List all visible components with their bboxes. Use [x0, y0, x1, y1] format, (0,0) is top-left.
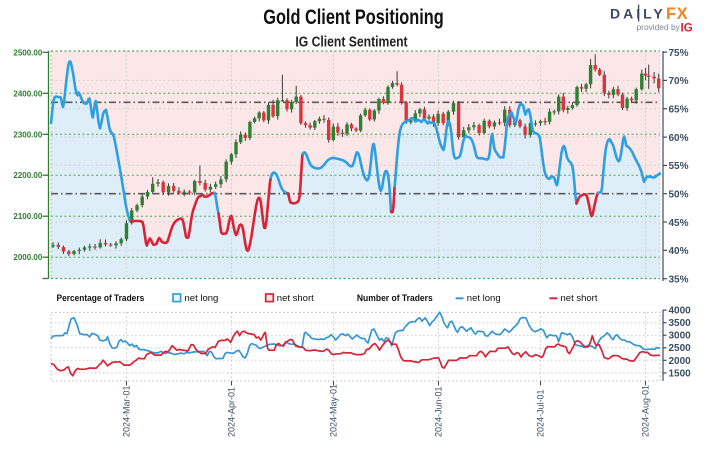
svg-text:net short: net short — [277, 293, 314, 304]
svg-text:50%: 50% — [669, 190, 689, 201]
svg-text:2200.00: 2200.00 — [13, 171, 42, 180]
svg-text:3000: 3000 — [669, 331, 692, 342]
svg-text:2000: 2000 — [669, 356, 692, 367]
svg-text:IG Client Sentiment: IG Client Sentiment — [295, 34, 408, 50]
svg-text:40%: 40% — [669, 246, 689, 257]
svg-text:2100.00: 2100.00 — [13, 212, 42, 221]
svg-text:75%: 75% — [669, 48, 689, 59]
svg-text:net long: net long — [467, 293, 501, 304]
svg-text:DAILY: DAILY — [610, 6, 666, 22]
svg-text:3500: 3500 — [669, 318, 692, 329]
svg-text:Percentage of Traders: Percentage of Traders — [57, 292, 145, 303]
svg-text:2024-Mar-01: 2024-Mar-01 — [122, 385, 132, 437]
svg-text:55%: 55% — [669, 161, 689, 172]
svg-text:2024-Jul-01: 2024-Jul-01 — [536, 389, 546, 437]
svg-text:2400.00: 2400.00 — [13, 89, 42, 98]
svg-text:2024-Aug-01: 2024-Aug-01 — [641, 385, 651, 437]
svg-text:net short: net short — [561, 293, 598, 304]
svg-text:35%: 35% — [669, 275, 689, 286]
svg-text:2300.00: 2300.00 — [13, 130, 42, 139]
svg-text:net long: net long — [185, 293, 219, 304]
svg-text:2024-Apr-01: 2024-Apr-01 — [227, 387, 237, 437]
svg-text:2500.00: 2500.00 — [13, 48, 42, 57]
svg-text:provided by: provided by — [637, 22, 681, 32]
svg-text:4000: 4000 — [669, 306, 692, 317]
svg-text:2500: 2500 — [669, 343, 692, 354]
svg-text:Gold Client Positioning: Gold Client Positioning — [263, 6, 443, 30]
svg-text:70%: 70% — [669, 76, 689, 87]
svg-text:1500: 1500 — [669, 368, 692, 379]
svg-text:FX: FX — [666, 5, 688, 23]
svg-text:45%: 45% — [669, 218, 689, 229]
svg-text:IG: IG — [681, 23, 693, 35]
svg-text:2024-Jun-01: 2024-Jun-01 — [434, 386, 444, 437]
svg-text:2024-May-01: 2024-May-01 — [329, 384, 339, 437]
svg-text:60%: 60% — [669, 133, 689, 144]
svg-text:65%: 65% — [669, 105, 689, 116]
svg-text:2000.00: 2000.00 — [13, 253, 42, 262]
svg-text:Number of Traders: Number of Traders — [357, 292, 433, 303]
